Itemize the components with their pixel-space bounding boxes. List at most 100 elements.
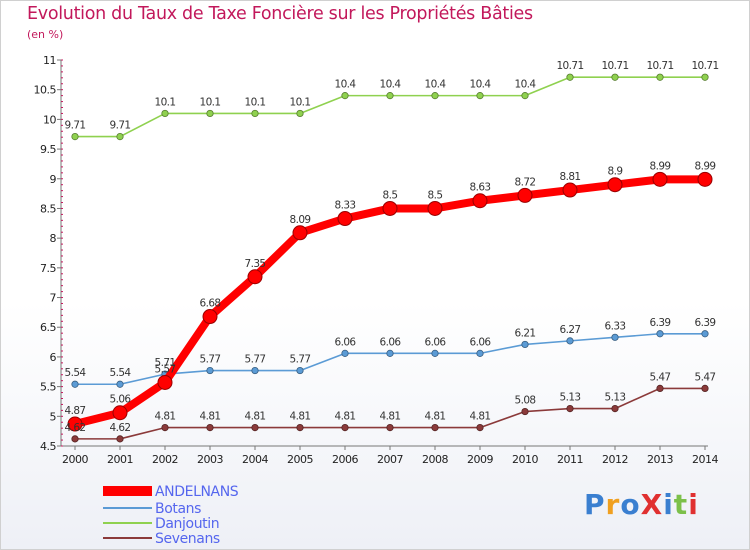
logo-letter: i <box>688 488 699 521</box>
data-point <box>116 435 124 443</box>
data-label: 6.68 <box>200 298 221 310</box>
data-label: 4.62 <box>65 422 86 434</box>
data-label: 10.71 <box>556 60 583 72</box>
data-label: 6.33 <box>605 320 626 332</box>
data-label: 6.06 <box>335 336 357 348</box>
data-point <box>701 73 709 81</box>
data-point <box>431 349 439 357</box>
data-label: 4.81 <box>335 411 356 423</box>
series-andelnans <box>67 171 713 432</box>
data-label: 8.72 <box>515 176 536 188</box>
data-label: 5.77 <box>290 354 311 366</box>
x-tick-label: 2009 <box>467 453 493 466</box>
data-label: 5.77 <box>245 354 266 366</box>
data-point <box>566 337 574 345</box>
data-label: 10.1 <box>245 96 266 108</box>
y-tick-label: 8 <box>50 232 57 245</box>
data-point <box>701 384 709 392</box>
y-tick-label: 6.5 <box>40 321 56 334</box>
data-label: 4.81 <box>470 411 491 423</box>
data-label: 8.5 <box>383 189 398 201</box>
y-tick-label: 8.5 <box>40 202 56 215</box>
data-label: 4.81 <box>245 411 266 423</box>
data-label: 5.47 <box>650 371 671 383</box>
data-point <box>652 171 668 187</box>
y-tick-label: 9.5 <box>40 143 56 156</box>
data-label: 10.1 <box>290 96 311 108</box>
data-point <box>566 404 574 413</box>
data-label: 5.13 <box>560 392 581 404</box>
data-label: 8.99 <box>695 160 716 172</box>
data-point <box>386 423 394 432</box>
data-point <box>206 366 214 375</box>
data-point <box>161 109 169 118</box>
x-tick-label: 2006 <box>332 453 358 466</box>
data-point <box>296 109 304 118</box>
data-label: 10.4 <box>470 79 492 91</box>
data-label: 10.4 <box>335 79 357 91</box>
data-point <box>521 340 529 349</box>
y-tick-label: 10.5 <box>34 84 57 97</box>
data-point <box>476 423 484 432</box>
data-label: 5.13 <box>605 392 626 404</box>
data-point <box>611 404 619 413</box>
data-point <box>247 269 263 285</box>
series-botans <box>71 330 709 388</box>
x-tick-label: 2004 <box>242 453 268 466</box>
legend-label-andelnans: ANDELNANS <box>155 484 239 500</box>
series-danjoutin <box>71 73 709 141</box>
data-point <box>341 92 349 100</box>
data-point <box>116 133 124 141</box>
x-tick-label: 2010 <box>512 453 538 466</box>
x-tick-label: 2012 <box>602 453 628 466</box>
data-label: 10.4 <box>515 79 537 91</box>
data-label: 10.71 <box>601 60 628 72</box>
data-label: 4.81 <box>290 411 311 423</box>
logo-letter: i <box>663 488 674 521</box>
data-label: 7.35 <box>245 258 266 270</box>
data-label: 10.71 <box>691 60 718 72</box>
data-label: 4.81 <box>200 411 221 423</box>
legend-label-sevenans: Sevenans <box>155 531 220 547</box>
legend-label-danjoutin: Danjoutin <box>155 516 219 532</box>
data-label: 6.06 <box>425 336 447 348</box>
data-label: 6.39 <box>695 317 716 329</box>
data-label: 8.09 <box>290 214 311 226</box>
data-point <box>251 423 259 432</box>
data-label: 6.06 <box>380 336 402 348</box>
y-tick-label: 5 <box>50 410 57 423</box>
data-point <box>71 380 79 388</box>
data-label: 4.81 <box>425 411 446 423</box>
data-point <box>611 73 619 81</box>
data-point <box>112 405 128 421</box>
data-point <box>476 349 484 357</box>
data-point <box>521 92 529 100</box>
data-point <box>206 423 214 432</box>
logo-letter: X <box>640 488 664 521</box>
data-label: 10.1 <box>200 96 221 108</box>
chart-title: Evolution du Taux de Taxe Foncière sur l… <box>27 4 533 24</box>
data-point <box>157 374 173 390</box>
data-point <box>71 133 79 141</box>
data-label: 4.81 <box>155 411 176 423</box>
y-tick-label: 7 <box>50 292 57 305</box>
data-point <box>476 92 484 100</box>
data-label: 10.1 <box>155 96 176 108</box>
logo-letter: r <box>605 488 621 521</box>
data-point <box>386 92 394 100</box>
data-point <box>607 177 623 193</box>
data-point <box>67 416 83 432</box>
data-label: 6.06 <box>470 336 492 348</box>
axes: 4.5 5 5.5 6 6.5 7 7.5 8 8.5 9 9.5 10 10.5 11 2000 2001 2… <box>34 54 719 466</box>
data-point <box>382 200 398 216</box>
data-point <box>292 225 308 241</box>
logo-letter: P <box>584 488 606 521</box>
data-label: 8.33 <box>335 200 356 212</box>
data-point <box>251 109 259 118</box>
data-label: 4.87 <box>65 405 86 417</box>
data-label: 8.81 <box>560 171 581 183</box>
x-tick-label: 2001 <box>107 453 133 466</box>
data-label: 5.47 <box>695 371 716 383</box>
series-sevenans <box>71 384 709 443</box>
data-point <box>656 73 664 81</box>
